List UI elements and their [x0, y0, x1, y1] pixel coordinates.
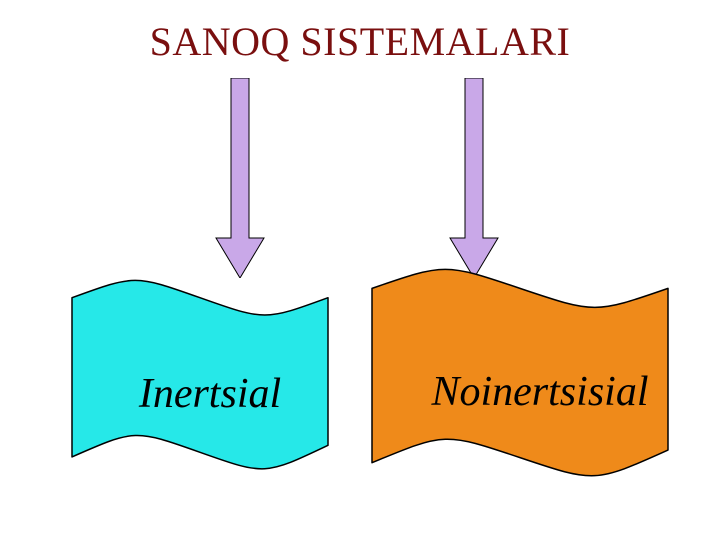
flag-label-inertsial: Inertsial: [110, 370, 310, 418]
flag-label-noinertsisial: Noinertsisial: [400, 368, 680, 416]
arrow-left: [210, 78, 270, 278]
page-title: SANOQ SISTEMALARI: [0, 18, 720, 65]
arrow-right: [444, 78, 504, 278]
diagram-canvas: SANOQ SISTEMALARI Inertsial Noinertsisia…: [0, 0, 720, 540]
